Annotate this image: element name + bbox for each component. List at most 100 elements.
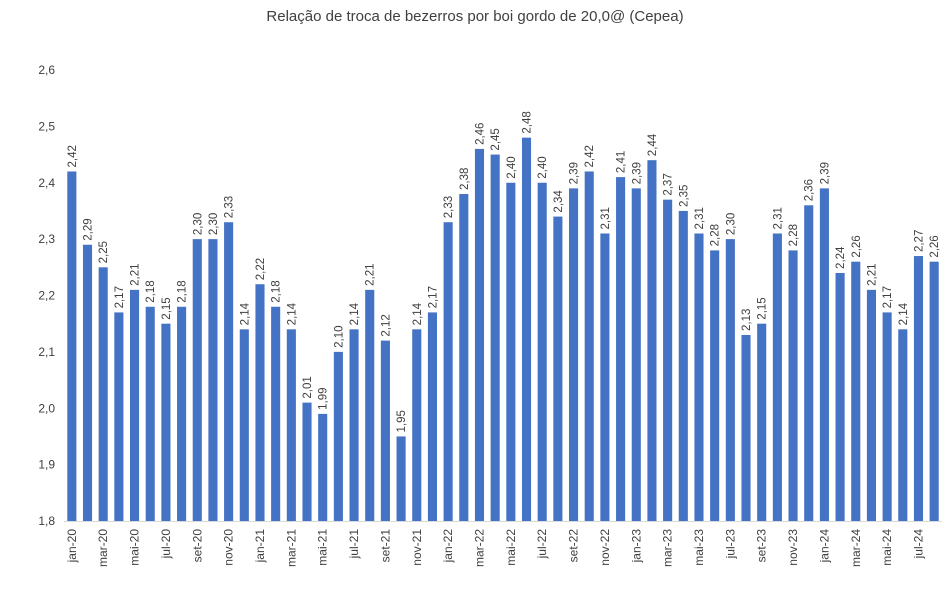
data-label: 2,40 bbox=[537, 156, 549, 178]
bar bbox=[145, 306, 155, 521]
bar bbox=[396, 436, 406, 521]
data-label: 2,18 bbox=[145, 280, 157, 302]
bar bbox=[427, 312, 437, 521]
data-label: 2,25 bbox=[98, 241, 110, 263]
bar bbox=[898, 329, 908, 521]
bar bbox=[286, 329, 296, 521]
data-label: 2,42 bbox=[67, 145, 79, 167]
bar bbox=[647, 160, 657, 521]
x-tick-label: jan-21 bbox=[253, 529, 267, 564]
data-label: 2,14 bbox=[239, 302, 251, 325]
bar bbox=[349, 329, 359, 521]
data-label: 2,29 bbox=[83, 218, 95, 240]
x-tick-label: jan-24 bbox=[817, 529, 831, 564]
data-label: 2,18 bbox=[177, 280, 189, 302]
y-tick-label: 1,8 bbox=[38, 514, 55, 528]
bar bbox=[302, 402, 312, 521]
data-label: 2,14 bbox=[412, 302, 424, 325]
x-tick-label: jul-23 bbox=[723, 529, 737, 560]
data-label: 2,21 bbox=[130, 263, 142, 285]
data-label: 2,22 bbox=[255, 258, 267, 280]
bar bbox=[208, 239, 218, 521]
data-label: 2,17 bbox=[882, 286, 894, 308]
y-tick-label: 2,6 bbox=[38, 63, 55, 77]
data-label: 2,26 bbox=[851, 235, 863, 257]
data-label: 2,10 bbox=[333, 325, 345, 347]
x-tick-label: nov-23 bbox=[786, 529, 800, 566]
data-label: 2,36 bbox=[804, 179, 816, 201]
x-tick-label: mar-22 bbox=[472, 529, 486, 567]
bar bbox=[553, 216, 563, 521]
bar bbox=[318, 413, 328, 521]
bar bbox=[788, 250, 798, 521]
bar bbox=[819, 188, 829, 521]
data-label: 2,12 bbox=[380, 314, 392, 336]
x-tick-label: set-23 bbox=[755, 529, 769, 563]
bar bbox=[600, 233, 610, 522]
bar bbox=[569, 188, 579, 521]
data-label: 2,13 bbox=[741, 309, 753, 331]
x-tick-label: mar-21 bbox=[284, 529, 298, 567]
bar bbox=[913, 256, 924, 521]
data-label: 2,40 bbox=[506, 156, 518, 178]
bar bbox=[380, 340, 390, 521]
data-label: 2,33 bbox=[443, 196, 455, 218]
x-tick-label: mai-23 bbox=[692, 529, 706, 566]
data-label: 2,14 bbox=[286, 302, 298, 325]
data-label: 2,17 bbox=[114, 286, 126, 308]
data-label: 2,15 bbox=[757, 297, 769, 319]
data-label: 2,39 bbox=[631, 162, 643, 184]
data-label: 2,28 bbox=[710, 224, 722, 246]
bar bbox=[459, 194, 469, 521]
bar bbox=[631, 188, 641, 521]
y-tick-label: 2,3 bbox=[38, 232, 55, 246]
bar bbox=[929, 261, 939, 521]
bar bbox=[474, 148, 485, 522]
bar bbox=[490, 154, 500, 521]
x-tick-label: jul-21 bbox=[347, 529, 361, 560]
x-tick-label: jan-20 bbox=[65, 529, 79, 564]
data-label: 2,39 bbox=[819, 162, 831, 184]
data-label: 2,42 bbox=[584, 145, 596, 167]
y-tick-label: 2,0 bbox=[38, 401, 55, 415]
x-tick-label: mar-24 bbox=[849, 529, 863, 567]
data-label: 2,38 bbox=[459, 168, 471, 190]
x-tick-label: mar-23 bbox=[661, 529, 675, 567]
bar bbox=[333, 351, 343, 521]
bar bbox=[835, 272, 845, 521]
x-tick-label: jan-22 bbox=[441, 529, 455, 564]
bar bbox=[192, 239, 202, 521]
bar bbox=[271, 306, 281, 521]
bar bbox=[678, 210, 688, 521]
data-label: 2,30 bbox=[208, 213, 220, 235]
data-label: 2,30 bbox=[725, 213, 737, 235]
bar bbox=[537, 182, 547, 521]
x-tick-label: mai-20 bbox=[128, 529, 142, 566]
bar bbox=[177, 306, 187, 521]
bar bbox=[694, 233, 704, 522]
data-label: 2,26 bbox=[929, 235, 941, 257]
bar bbox=[725, 239, 735, 521]
bar bbox=[67, 171, 77, 521]
y-tick-label: 2,2 bbox=[38, 289, 55, 303]
bar bbox=[866, 289, 876, 521]
data-label: 1,95 bbox=[396, 410, 408, 432]
data-label: 2,31 bbox=[694, 207, 706, 229]
bar bbox=[521, 137, 532, 521]
x-tick-label: mai-24 bbox=[880, 529, 894, 566]
bar bbox=[710, 250, 720, 521]
data-label: 2,37 bbox=[663, 173, 675, 195]
bar bbox=[757, 323, 767, 521]
data-label: 2,21 bbox=[365, 263, 377, 285]
bar bbox=[239, 329, 249, 521]
data-label: 2,15 bbox=[161, 297, 173, 319]
data-label: 1,99 bbox=[318, 387, 330, 409]
x-tick-label: set-21 bbox=[378, 529, 392, 563]
x-tick-label: set-20 bbox=[190, 529, 204, 563]
x-tick-label: set-22 bbox=[567, 529, 581, 563]
bar bbox=[851, 261, 861, 521]
bar bbox=[412, 329, 422, 521]
bar bbox=[365, 289, 375, 521]
